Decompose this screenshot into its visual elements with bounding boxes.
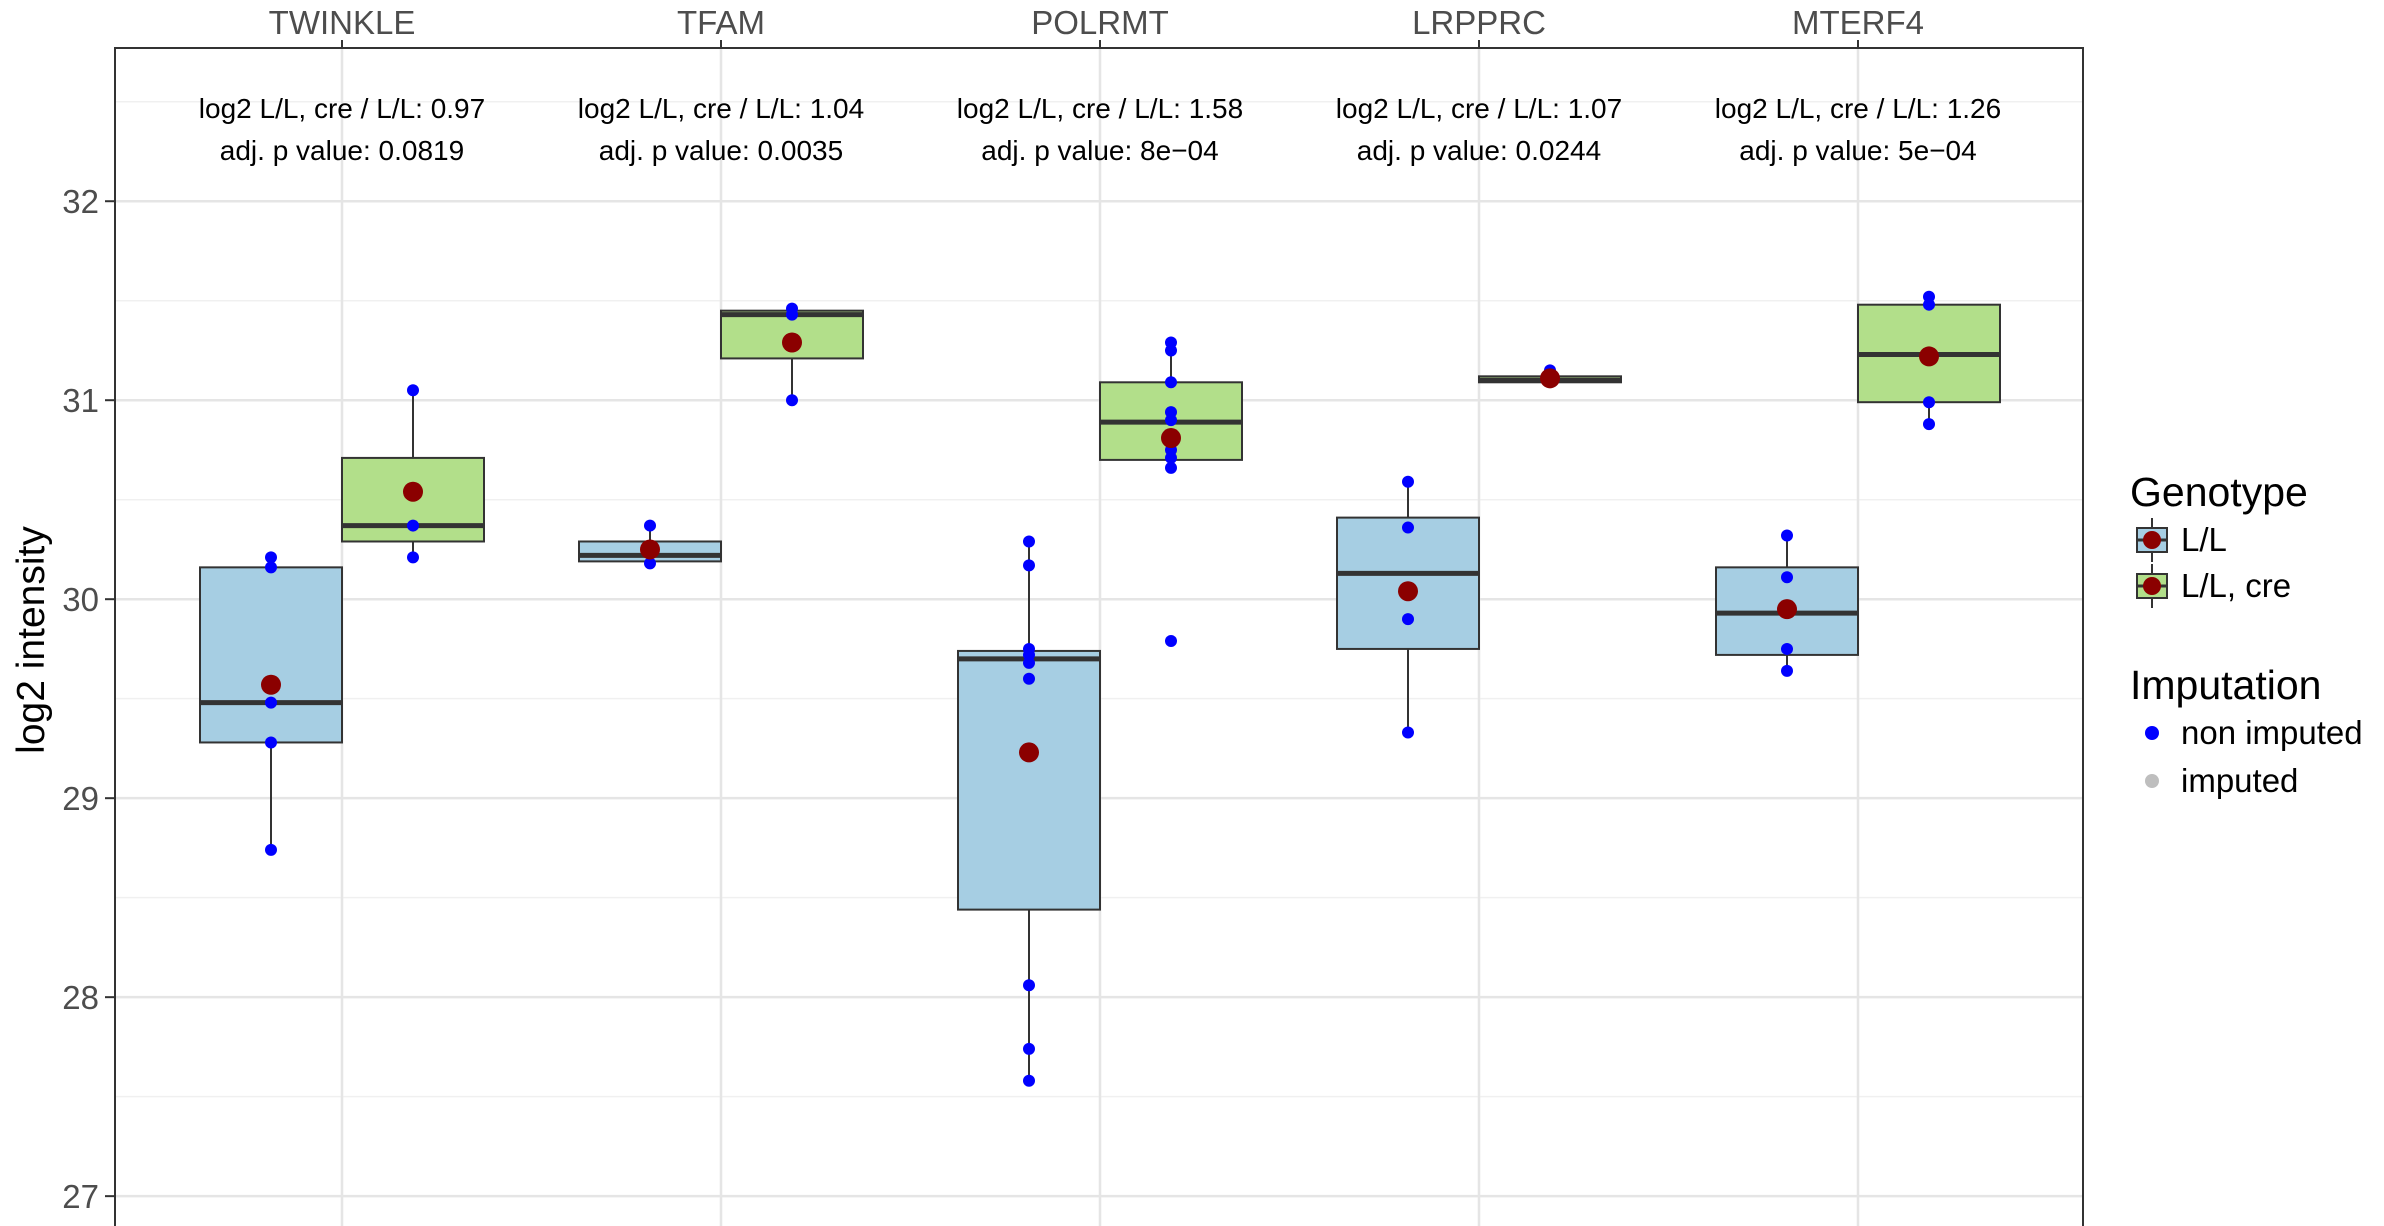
data-point bbox=[1781, 571, 1793, 584]
legend-key-genotype bbox=[2136, 564, 2168, 608]
legend-genotype-label: L/L bbox=[2181, 521, 2227, 558]
annotation-pvalue: adj. p value: 0.0035 bbox=[599, 135, 843, 166]
category-label-twinkle: TWINKLE bbox=[269, 4, 416, 41]
annotation-ratio: log2 L/L, cre / L/L: 0.97 bbox=[199, 93, 485, 124]
legend-key-mean bbox=[2143, 577, 2161, 595]
data-point bbox=[1165, 344, 1177, 357]
data-point bbox=[1165, 451, 1177, 464]
legend-imputation-label: imputed bbox=[2181, 762, 2298, 799]
data-point bbox=[1923, 298, 1935, 311]
y-tick-label: 32 bbox=[62, 183, 99, 220]
data-point bbox=[1165, 376, 1177, 389]
data-point bbox=[1023, 656, 1035, 669]
data-point bbox=[265, 696, 277, 709]
annotation-ratio: log2 L/L, cre / L/L: 1.04 bbox=[578, 93, 864, 124]
data-point bbox=[1781, 642, 1793, 655]
mean-point bbox=[1540, 368, 1560, 389]
category-label-tfam: TFAM bbox=[677, 4, 765, 41]
legend-imputation-label: non imputed bbox=[2181, 714, 2363, 751]
legend-key-mean bbox=[2143, 531, 2161, 549]
data-point bbox=[1402, 475, 1414, 488]
mean-point bbox=[782, 332, 802, 353]
annotation-pvalue: adj. p value: 8e−04 bbox=[981, 135, 1218, 166]
annotation-ratio: log2 L/L, cre / L/L: 1.07 bbox=[1336, 93, 1622, 124]
data-point bbox=[786, 394, 798, 407]
data-point bbox=[407, 519, 419, 532]
y-tick-label: 28 bbox=[62, 979, 99, 1016]
data-point bbox=[644, 519, 656, 532]
data-point bbox=[644, 557, 656, 570]
data-point bbox=[1023, 1042, 1035, 1055]
legend-key-imputation bbox=[2145, 726, 2159, 740]
annotation-ratio: log2 L/L, cre / L/L: 1.26 bbox=[1715, 93, 2001, 124]
data-point bbox=[407, 384, 419, 397]
point-layer bbox=[261, 290, 1939, 1087]
data-point bbox=[1781, 529, 1793, 542]
legend-imputation-title: Imputation bbox=[2130, 662, 2321, 708]
y-tick-label: 27 bbox=[62, 1178, 99, 1215]
y-tick-label: 29 bbox=[62, 780, 99, 817]
box-iqr bbox=[199, 566, 343, 744]
data-point bbox=[1023, 672, 1035, 685]
data-point bbox=[1781, 664, 1793, 677]
category-label-polrmt: POLRMT bbox=[1031, 4, 1169, 41]
data-point bbox=[1923, 396, 1935, 409]
mean-point bbox=[1919, 346, 1939, 367]
data-point bbox=[1165, 461, 1177, 474]
data-point bbox=[1023, 559, 1035, 572]
data-point bbox=[1402, 613, 1414, 626]
data-point bbox=[1923, 418, 1935, 431]
mean-point bbox=[1398, 581, 1418, 602]
data-point bbox=[407, 551, 419, 564]
y-axis-title: log2 intensity bbox=[10, 526, 53, 754]
mean-point bbox=[261, 674, 281, 695]
legend-key-imputation bbox=[2145, 774, 2159, 788]
annotation-layer: log2 L/L, cre / L/L: 0.97 adj. p value: 0… bbox=[199, 93, 2001, 166]
data-point bbox=[1165, 414, 1177, 427]
data-point bbox=[265, 561, 277, 574]
data-point bbox=[1023, 1074, 1035, 1087]
category-label-mterf4: MTERF4 bbox=[1792, 4, 1924, 41]
data-point bbox=[1402, 726, 1414, 739]
legend: Genotype L/L L/L, cre Imputation non imputed… bbox=[2130, 469, 2363, 799]
data-point bbox=[1023, 535, 1035, 548]
legend-genotype-label: L/L, cre bbox=[2181, 567, 2291, 604]
box-iqr bbox=[957, 649, 1101, 911]
data-point bbox=[1165, 634, 1177, 647]
legend-key-genotype bbox=[2136, 518, 2168, 562]
mean-point bbox=[1019, 742, 1039, 763]
category-label-lrpprc: LRPPRC bbox=[1412, 4, 1546, 41]
y-tick-label: 31 bbox=[62, 382, 99, 419]
mean-point bbox=[1161, 428, 1181, 449]
annotation-pvalue: adj. p value: 0.0244 bbox=[1357, 135, 1601, 166]
data-point bbox=[1023, 979, 1035, 992]
data-point bbox=[265, 843, 277, 856]
data-point bbox=[1402, 521, 1414, 534]
annotation-pvalue: adj. p value: 5e−04 bbox=[1739, 135, 1976, 166]
data-point bbox=[786, 308, 798, 321]
data-point bbox=[265, 551, 277, 564]
mean-point bbox=[403, 481, 423, 502]
axis-layer: 27 28 29 30 31 32 TWINKLE TFAM POLRMT LRPPRC MTERF… bbox=[62, 4, 1924, 1215]
mean-point bbox=[640, 539, 660, 560]
annotation-ratio: log2 L/L, cre / L/L: 1.58 bbox=[957, 93, 1243, 124]
y-tick-label: 30 bbox=[62, 581, 99, 618]
annotation-pvalue: adj. p value: 0.0819 bbox=[220, 135, 464, 166]
data-point bbox=[265, 736, 277, 749]
legend-genotype-title: Genotype bbox=[2130, 469, 2308, 515]
mean-point bbox=[1777, 599, 1797, 620]
